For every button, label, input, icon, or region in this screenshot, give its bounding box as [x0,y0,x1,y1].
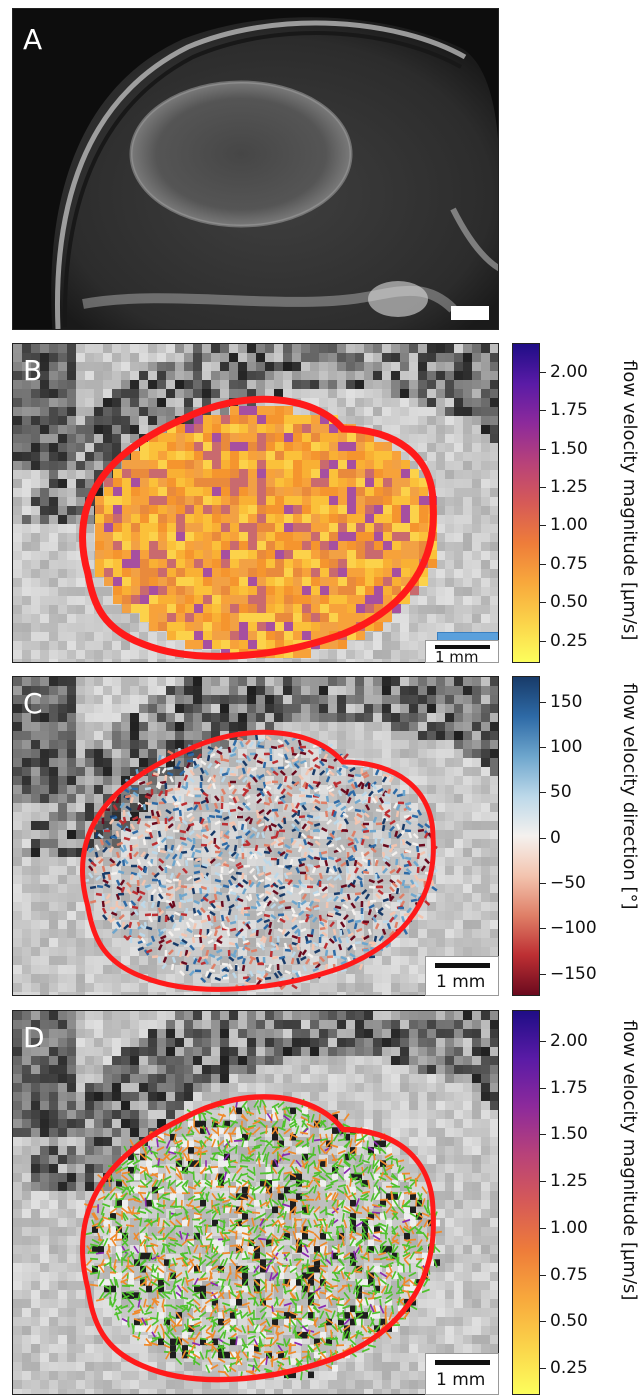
colorbar-tick [540,525,546,527]
panel-c-velocity-direction-map: C [12,676,499,996]
colorbar-tick-label: 1.75 [550,1077,588,1098]
panel-d-scale-bar [435,1360,490,1365]
colorbar-tick-label: 1.50 [550,1124,588,1145]
colorbar-tick [540,1321,546,1323]
panel-b-velocity-magnitude-map: B [12,343,499,663]
panel-b-scale-label: 1 mm [435,648,479,666]
panel-a-label: A [23,23,43,56]
colorbar-tick-label: 2.00 [550,361,588,382]
colorbar-tick-label: 0.75 [550,1264,588,1285]
colorbar-tick [540,973,546,975]
vector-magnitude-colorbar-title: flow velocity magnitude [µm/s] [619,1020,640,1301]
colorbar-tick [540,882,546,884]
scale-marker [451,306,489,320]
vector-magnitude-colorbar [512,1010,540,1395]
colorbar-tick-label: −50 [550,872,586,893]
colorbar-tick [540,371,546,373]
colorbar-tick-label: 1.25 [550,477,588,497]
colorbar-tick-label: 0.50 [550,1311,588,1332]
colorbar-tick-label: −150 [550,963,597,984]
colorbar-tick [540,792,546,794]
panel-b-scale-bar [435,645,490,649]
panel-c-scale-box [425,956,499,996]
colorbar-tick [540,928,546,930]
magnitude-map-image [13,344,498,662]
colorbar-tick [540,1134,546,1136]
colorbar-tick [540,487,546,488]
colorbar-tick [540,1040,546,1042]
colorbar-tick [540,448,546,450]
panel-c-scale-label: 1 mm [436,972,486,992]
vector-map-image [13,1011,498,1394]
colorbar-tick [540,1368,546,1370]
colorbar-tick [540,1181,546,1183]
colorbar-tick-label: 1.75 [550,400,588,421]
colorbar-tick [540,1227,546,1229]
colorbar-tick-label: 50 [550,782,572,803]
colorbar-tick-label: 150 [550,691,583,712]
colorbar-tick-label: 0.50 [550,592,588,613]
colorbar-tick [540,602,546,604]
colorbar-tick-label: 0 [550,827,561,848]
colorbar-tick-label: 0.25 [550,1358,588,1379]
magnitude-colorbar [512,343,540,663]
magnitude-colorbar-title: flow velocity magnitude [µm/s] [619,360,640,641]
panel-d-scale-label: 1 mm [436,1370,486,1390]
direction-colorbar [512,676,540,996]
colorbar-tick [540,837,546,839]
colorbar-tick-label: 1.00 [550,1217,588,1238]
colorbar-tick-label: 0.75 [550,553,588,574]
colorbar-tick [540,701,546,703]
panel-d-velocity-vector-map: D [12,1010,499,1395]
colorbar-tick [540,1274,546,1276]
panel-b-label: B [23,354,43,387]
colorbar-tick [540,640,546,642]
panel-c-label: C [23,687,43,720]
colorbar-tick [540,746,546,748]
colorbar-tick [540,1087,546,1089]
mri-brain-image [13,9,498,329]
colorbar-tick-label: 1.25 [550,1171,588,1192]
colorbar-tick-label: 2.00 [550,1030,588,1051]
panel-a-mri-image: A [12,8,499,330]
colorbar-tick [540,563,546,565]
panel-d-label: D [23,1021,45,1054]
colorbar-tick-label: 0.25 [550,630,588,651]
colorbar-tick-label: 1.50 [550,438,588,459]
colorbar-tick [540,410,546,412]
direction-colorbar-title: flow velocity direction [°] [619,683,640,910]
colorbar-tick-label: 1.00 [550,515,588,536]
colorbar-tick-label: −100 [550,918,597,939]
direction-map-image [13,677,498,995]
panel-c-scale-bar [435,963,490,968]
colorbar-tick-label: 100 [550,736,583,757]
